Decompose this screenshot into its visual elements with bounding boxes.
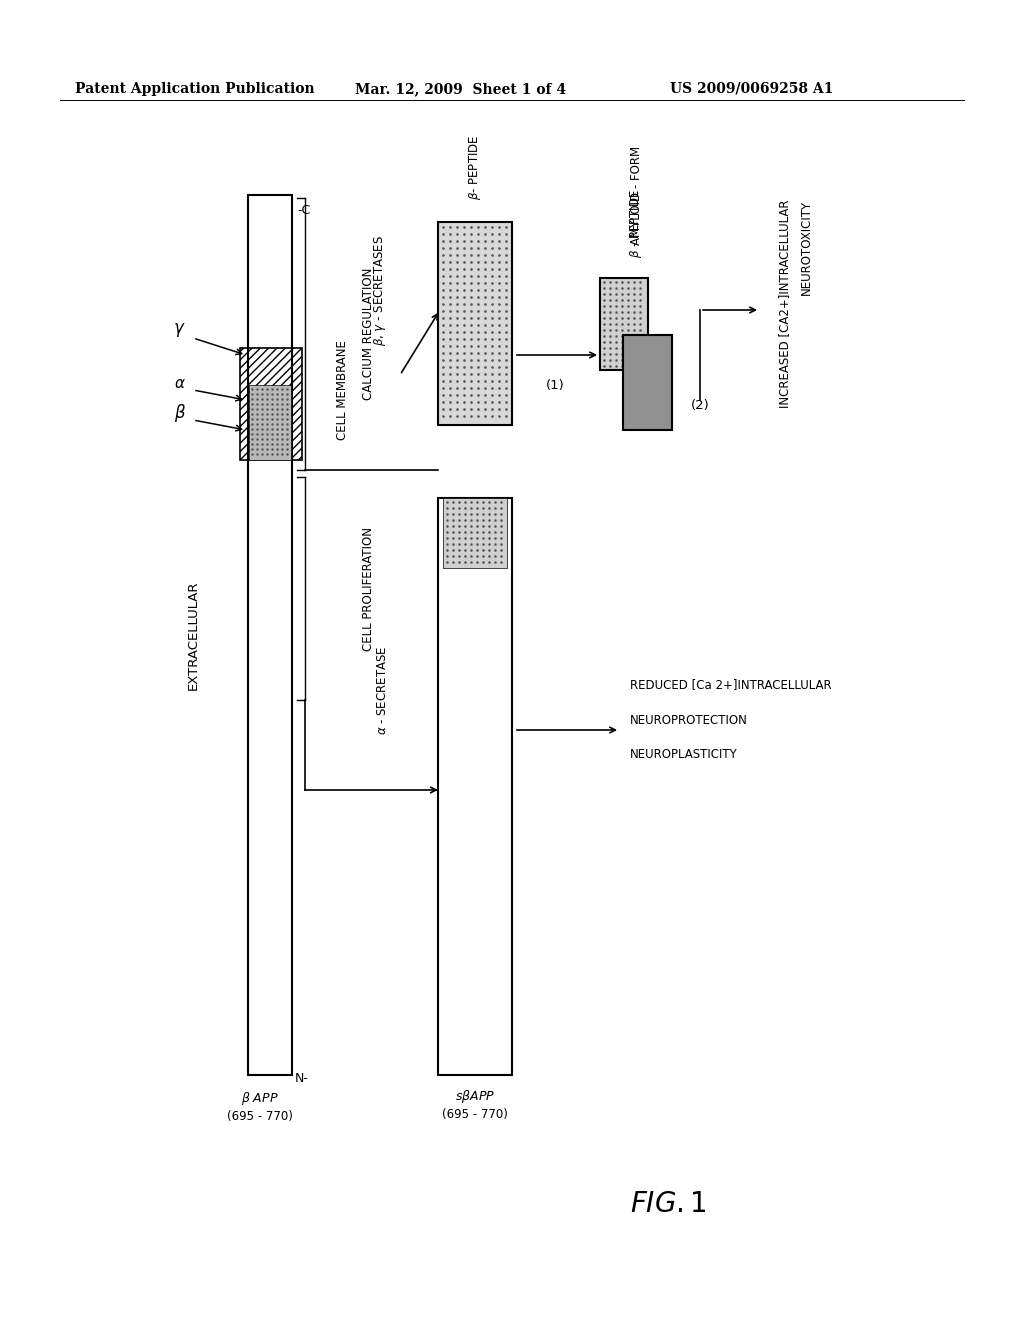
Text: US 2009/0069258 A1: US 2009/0069258 A1	[670, 82, 834, 96]
Bar	[438, 222, 512, 425]
Text: $FIG.1$: $FIG.1$	[630, 1191, 707, 1218]
Bar	[249, 385, 291, 459]
Text: NEUROPROTECTION: NEUROPROTECTION	[630, 714, 748, 726]
Text: $\alpha$: $\alpha$	[174, 375, 186, 391]
Text: NEUROPLASTICITY: NEUROPLASTICITY	[630, 748, 737, 762]
Text: EXTRACELLULAR: EXTRACELLULAR	[186, 581, 200, 690]
Bar	[443, 498, 507, 568]
Text: CELL MEMBRANE: CELL MEMBRANE	[336, 341, 348, 440]
Text: Mar. 12, 2009  Sheet 1 of 4: Mar. 12, 2009 Sheet 1 of 4	[355, 82, 566, 96]
Text: NEUROTOXICITY: NEUROTOXICITY	[800, 201, 813, 296]
Text: (695 - 770): (695 - 770)	[442, 1107, 508, 1121]
Text: AMYLOID - FORM: AMYLOID - FORM	[630, 147, 642, 246]
Text: $\beta$: $\beta$	[174, 403, 186, 424]
Bar	[438, 498, 512, 1074]
Bar	[248, 195, 292, 1074]
Text: CELL PROLIFERATION: CELL PROLIFERATION	[362, 527, 376, 651]
Text: INCREASED [CA2+]INTRACELLULAR: INCREASED [CA2+]INTRACELLULAR	[778, 201, 791, 408]
Bar	[600, 279, 648, 370]
Text: CALCIUM REGULATION: CALCIUM REGULATION	[362, 268, 376, 400]
Text: $\beta$- PEPTIDE: $\beta$- PEPTIDE	[467, 135, 483, 201]
Bar	[240, 348, 302, 459]
Text: $\beta$, $\gamma$ - SECRETASES: $\beta$, $\gamma$ - SECRETASES	[372, 235, 388, 346]
Text: REDUCED [Ca 2+]INTRACELLULAR: REDUCED [Ca 2+]INTRACELLULAR	[630, 678, 831, 692]
Text: -C: -C	[297, 203, 310, 216]
Bar	[623, 335, 672, 430]
Text: N-: N-	[295, 1072, 309, 1085]
Text: $\beta$ APP: $\beta$ APP	[242, 1090, 279, 1107]
Text: Patent Application Publication: Patent Application Publication	[75, 82, 314, 96]
Text: (695 - 770): (695 - 770)	[227, 1110, 293, 1123]
Text: $\beta$ - PEPTIDE: $\beta$ - PEPTIDE	[628, 189, 644, 257]
Text: $\alpha$ - SECRETASE: $\alpha$ - SECRETASE	[377, 645, 389, 735]
Text: (1): (1)	[546, 379, 564, 392]
Text: $\gamma$: $\gamma$	[173, 321, 186, 339]
Text: s$\beta$APP: s$\beta$APP	[455, 1088, 495, 1105]
Text: (2): (2)	[690, 399, 710, 412]
